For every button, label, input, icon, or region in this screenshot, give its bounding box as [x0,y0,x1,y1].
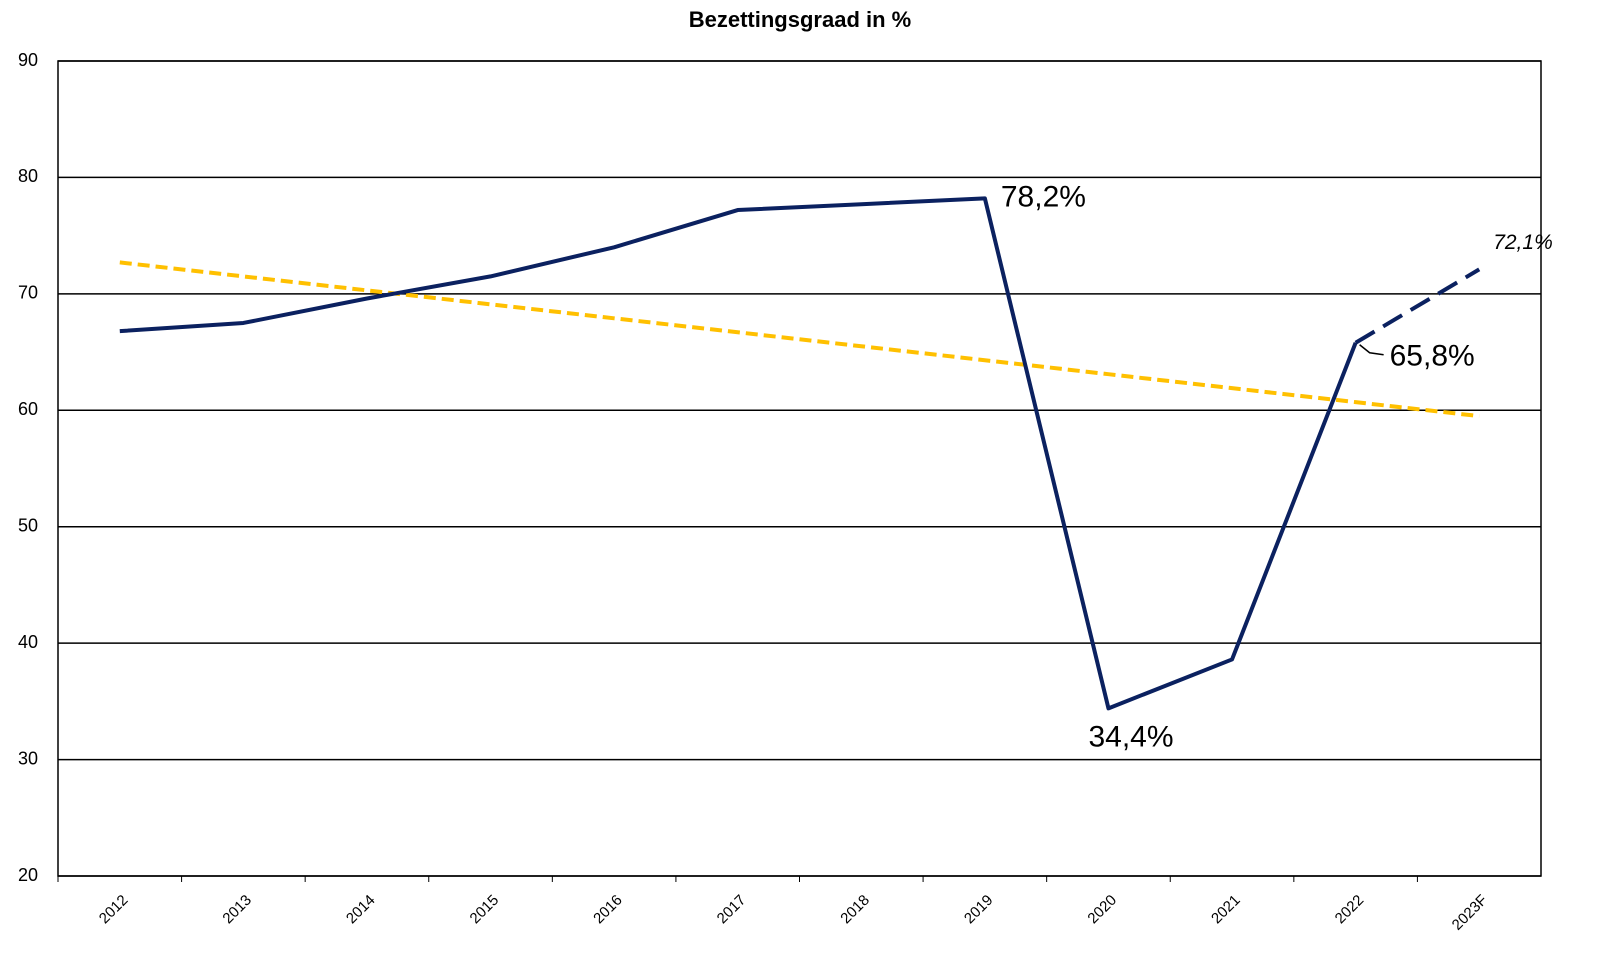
y-tick-label: 30 [18,748,38,768]
x-tick-label: 2017 [714,892,750,928]
y-tick-label: 70 [18,283,38,303]
chart-title: Bezettingsgraad in % [689,7,911,32]
x-tick-label: 2021 [1208,892,1244,928]
data-line [119,196,1358,711]
x-tick-label: 2020 [1084,892,1120,928]
data-label: 72,1% [1493,231,1553,254]
x-tick-label: 2013 [219,892,255,928]
y-tick-label: 90 [18,50,38,70]
data-line [1354,267,1481,345]
x-tick-label: 2015 [467,892,503,928]
plot-border [57,60,1542,877]
x-tick-label: 2016 [590,892,626,928]
x-tick-label: 2018 [837,892,873,928]
x-tick-label: 2012 [96,892,132,928]
y-tick-label: 40 [18,632,38,652]
y-tick-label: 20 [18,865,38,885]
y-tick-label: 80 [18,166,38,186]
data-label: 65,8% [1390,340,1475,373]
leader-line [1359,344,1384,356]
y-tick-label: 50 [18,515,38,535]
data-label: 78,2% [1001,180,1086,213]
x-tick-label: 2014 [343,892,379,928]
x-tick-label: 2023F [1449,892,1491,934]
data-label: 34,4% [1088,720,1173,753]
data-line [119,260,1480,419]
x-tick-label: 2019 [961,892,997,928]
y-tick-label: 60 [18,399,38,419]
x-tick-label: 2022 [1332,892,1368,928]
